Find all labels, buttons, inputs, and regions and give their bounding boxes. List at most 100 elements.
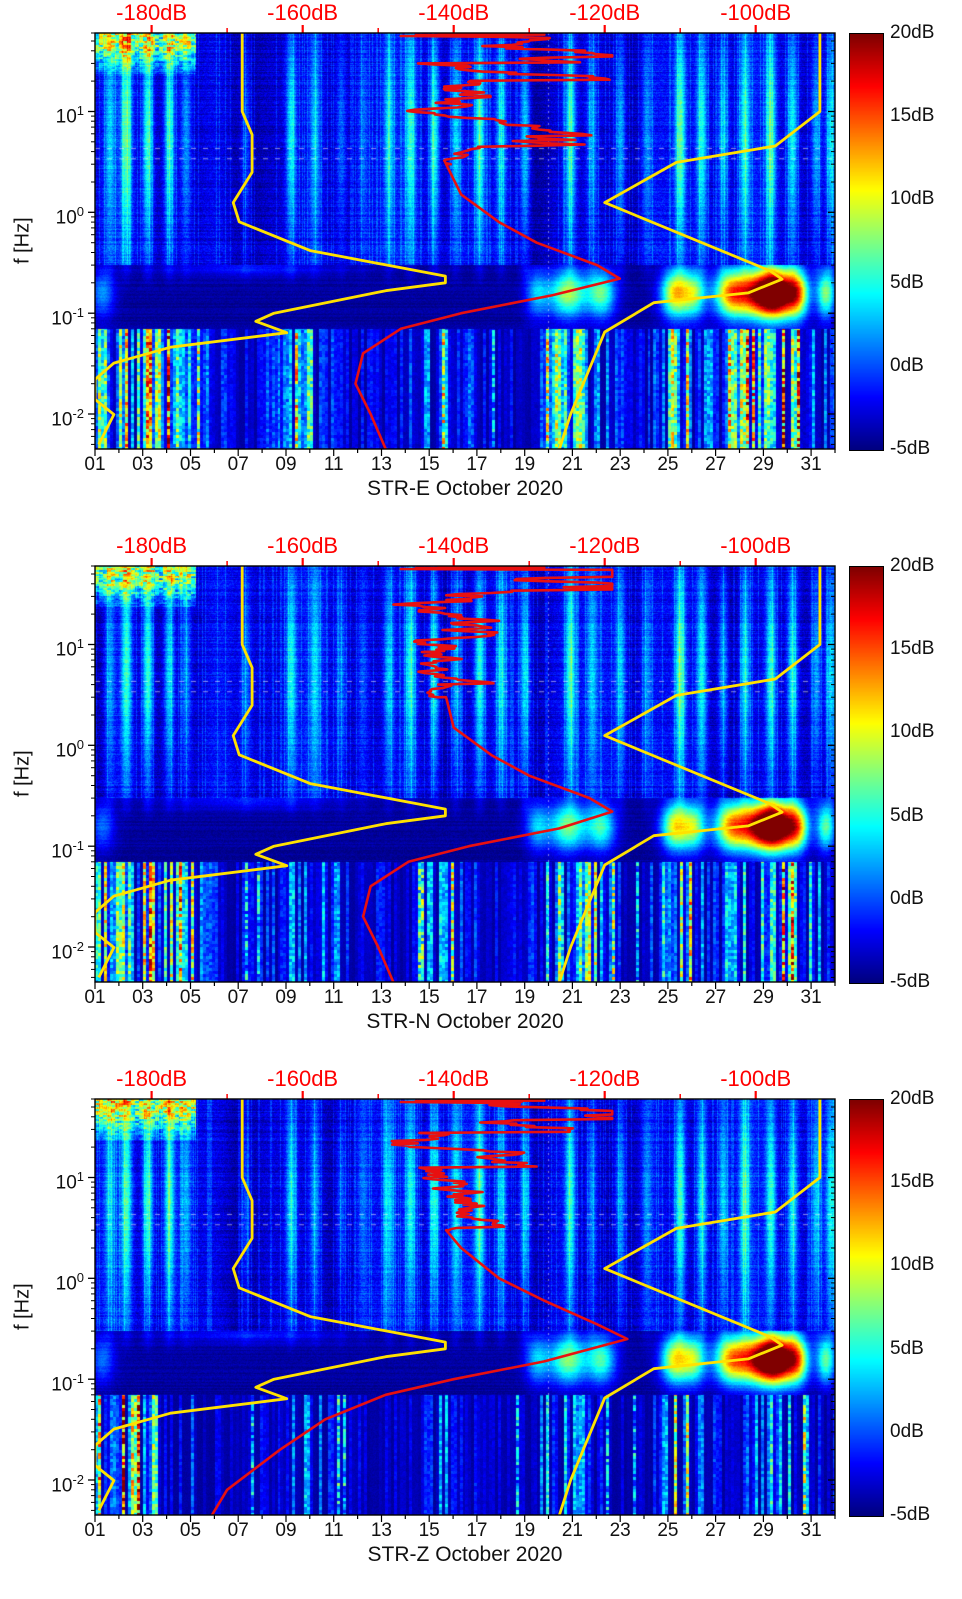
top-axis-label: -120dB: [569, 533, 641, 558]
x-tick-label: 29: [752, 454, 774, 475]
x-tick-label: 01: [84, 987, 106, 1008]
x-tick-label: 21: [561, 987, 583, 1008]
colorbar-tick-label: 10dB: [890, 1254, 935, 1276]
x-tick-label: 11: [323, 454, 344, 475]
y-tick-label: 10-1: [51, 838, 84, 863]
spectrogram-canvas: [95, 566, 835, 982]
y-tick-label: 100: [55, 1270, 84, 1295]
x-tick-label: 23: [609, 454, 631, 475]
colorbar-tick-label: 20dB: [890, 555, 935, 576]
colorbar-tick-label: 20dB: [890, 22, 935, 43]
plot-area: [95, 566, 835, 982]
x-tick-label: 15: [418, 1520, 440, 1541]
top-axis-label: -100dB: [720, 0, 792, 25]
top-axis-label: -180dB: [116, 533, 188, 558]
top-axis-ticks: [150, 1091, 757, 1099]
top-axis-label: -180dB: [116, 1066, 188, 1091]
x-tick-label: 07: [227, 987, 249, 1008]
y-tick-label: 100: [55, 737, 84, 762]
colorbar-tick-label: -5dB: [890, 971, 931, 992]
x-tick-label: 05: [179, 1520, 202, 1541]
top-axis-label: -160dB: [267, 1066, 339, 1091]
plot-area: [95, 1099, 835, 1515]
x-tick-label: 07: [227, 1520, 249, 1541]
top-axis-label: -180dB: [116, 0, 188, 25]
y-axis-label: f [Hz]: [11, 217, 34, 265]
spectrogram-panel-str-n: f [Hz] -180dB -160dB -140dB -120dB -100dB 10…: [0, 533, 962, 1066]
y-tick-label: 10-2: [51, 939, 84, 964]
x-tick-label: 17: [466, 987, 488, 1008]
x-tick-label: 15: [418, 987, 440, 1008]
colorbar-tick-label: 0dB: [890, 1420, 924, 1442]
x-tick-label: 31: [800, 454, 822, 475]
y-tick-label: 10-1: [51, 305, 84, 330]
x-tick-label: 21: [561, 1520, 583, 1541]
y-tick-label: 101: [55, 1169, 84, 1194]
top-axis-label: -100dB: [720, 1066, 792, 1091]
colorbar: [849, 566, 884, 984]
spectrogram-panel-str-z: f [Hz] -180dB -160dB -140dB -120dB -100dB 10…: [0, 1066, 962, 1599]
x-tick-label: 21: [561, 454, 583, 475]
top-axis-label: -120dB: [569, 0, 641, 25]
x-tick-label: 29: [752, 987, 774, 1008]
top-axis-ticks: [150, 25, 757, 33]
spectrogram-canvas: [95, 1099, 835, 1515]
colorbar-tick-label: 15dB: [890, 1171, 935, 1193]
x-tick-label: 01: [84, 1520, 106, 1541]
top-axis-label: -120dB: [569, 1066, 641, 1091]
spectrogram-canvas: [95, 33, 835, 449]
x-tick-label: 01: [84, 454, 106, 475]
x-axis-title: STR-Z October 2020: [367, 1543, 563, 1566]
x-tick-label: 07: [227, 454, 249, 475]
y-tick-label: 101: [55, 103, 84, 128]
x-tick-label: 05: [179, 987, 202, 1008]
x-tick-label: 09: [275, 454, 297, 475]
x-tick-label: 19: [514, 454, 536, 475]
colorbar-tick-label: 10dB: [890, 721, 935, 743]
y-tick-label: 10-2: [51, 406, 84, 431]
top-axis-label: -160dB: [267, 533, 339, 558]
x-tick-label: 11: [323, 987, 344, 1008]
x-tick-label: 31: [800, 1520, 822, 1541]
top-axis-label: -140dB: [418, 1066, 490, 1091]
x-tick-label: 19: [514, 987, 536, 1008]
colorbar-tick-label: -5dB: [890, 438, 931, 459]
x-tick-label: 31: [800, 987, 822, 1008]
x-tick-label: 19: [514, 1520, 536, 1541]
top-axis-label: -140dB: [418, 533, 490, 558]
x-tick-label: 11: [323, 1520, 344, 1541]
x-tick-label: 25: [657, 1520, 679, 1541]
y-tick-label: 10-1: [51, 1371, 84, 1396]
x-tick-label: 05: [179, 454, 202, 475]
colorbar-tick-label: -5dB: [890, 1504, 931, 1525]
colorbar-tick-label: 15dB: [890, 105, 935, 127]
colorbar-tick-label: 0dB: [890, 887, 924, 909]
colorbar-tick-label: 20dB: [890, 1088, 935, 1109]
x-tick-label: 09: [275, 987, 297, 1008]
y-tick-label: 100: [55, 204, 84, 229]
colorbar: [849, 33, 884, 451]
colorbar-tick-label: 5dB: [890, 804, 924, 826]
x-tick-label: 13: [370, 987, 393, 1008]
colorbar-tick-label: 15dB: [890, 638, 935, 660]
x-tick-label: 25: [657, 987, 679, 1008]
x-axis-title: STR-E October 2020: [366, 477, 564, 500]
x-axis-title: STR-N October 2020: [366, 1010, 564, 1033]
plot-area: [95, 33, 835, 449]
x-tick-label: 03: [132, 1520, 154, 1541]
x-tick-label: 17: [466, 1520, 488, 1541]
x-tick-label: 09: [275, 1520, 297, 1541]
x-tick-label: 23: [609, 1520, 631, 1541]
x-tick-label: 17: [466, 454, 488, 475]
colorbar-tick-label: 10dB: [890, 188, 935, 210]
x-tick-label: 25: [657, 454, 679, 475]
x-tick-label: 29: [752, 1520, 774, 1541]
x-tick-label: 27: [705, 454, 727, 475]
top-axis-label: -140dB: [418, 0, 490, 25]
top-axis-label: -160dB: [267, 0, 339, 25]
x-tick-label: 23: [609, 987, 631, 1008]
colorbar-tick-label: 5dB: [890, 1337, 924, 1359]
y-axis-label: f [Hz]: [11, 1283, 34, 1331]
y-tick-label: 101: [55, 636, 84, 661]
